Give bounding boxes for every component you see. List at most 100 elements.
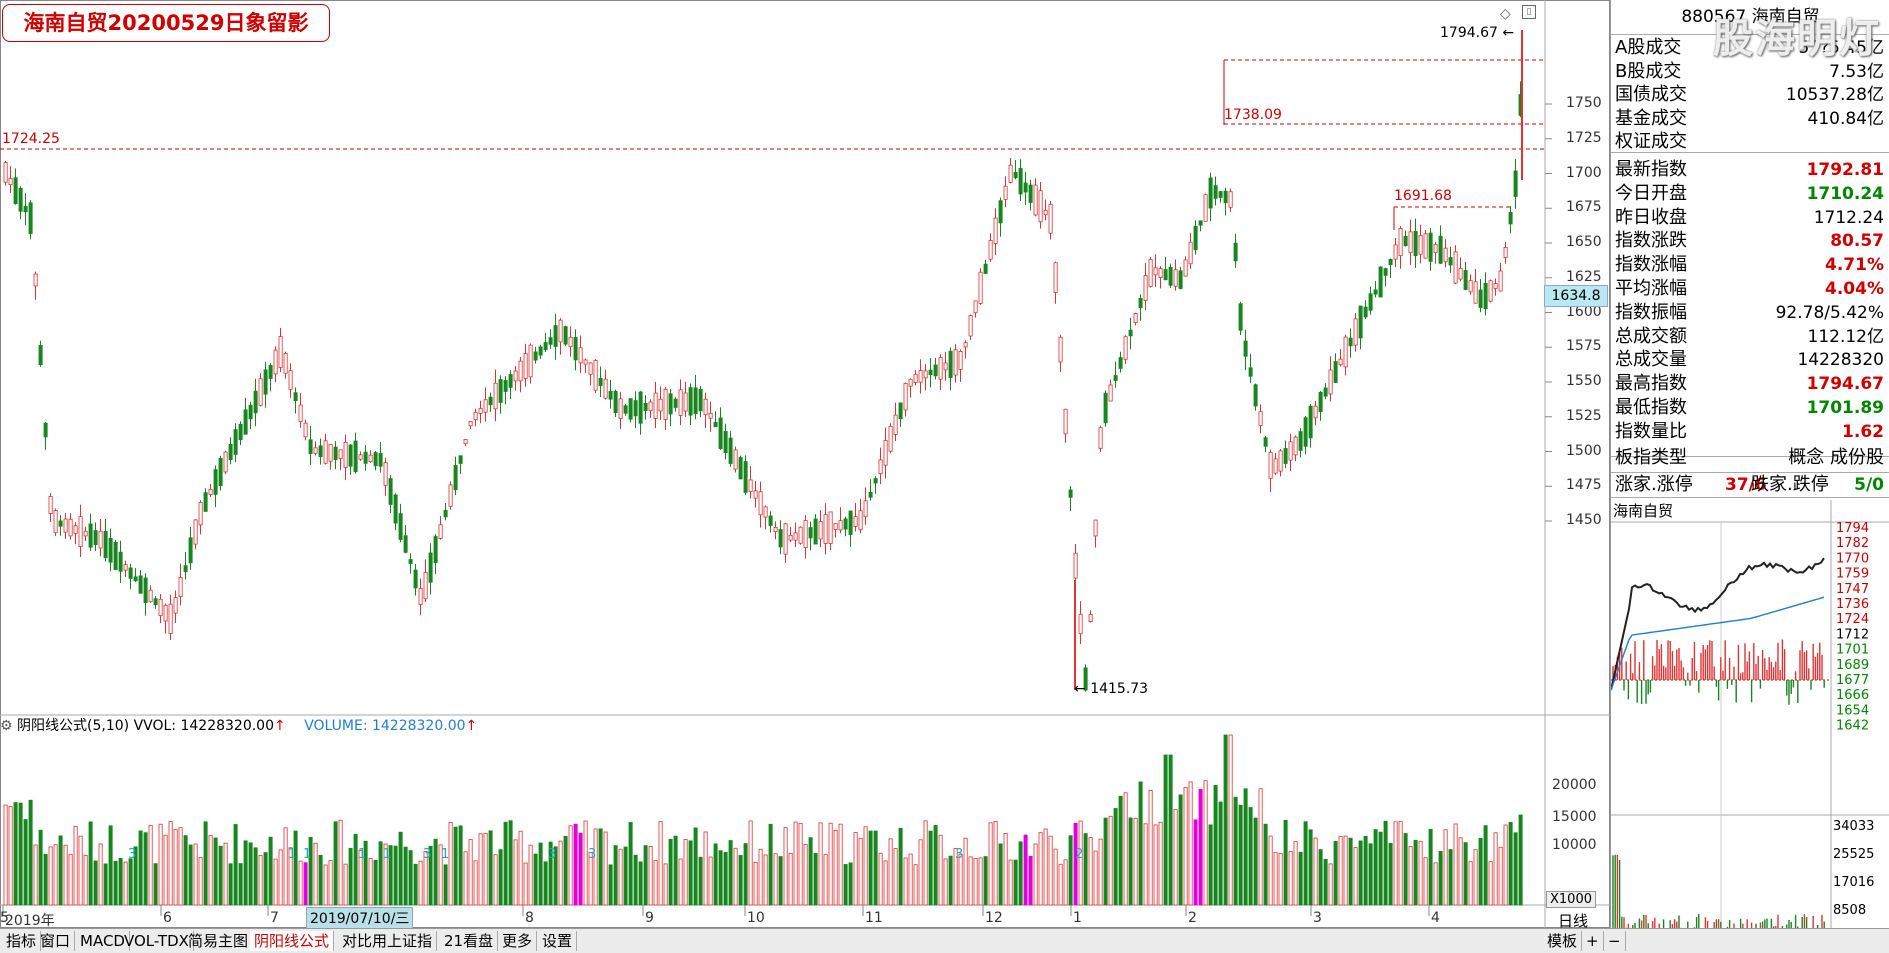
volume-indicator-header[interactable]: ⚙ 阴阳线公式(5,10) VVOL: 14228320.00↑ VOLUME:… [0, 716, 477, 736]
candle [43, 421, 48, 450]
volume-bar [943, 858, 948, 906]
candle [1308, 403, 1313, 448]
tab-1[interactable]: 窗口 [36, 931, 76, 951]
panel-row-label: B股成交 [1615, 60, 1682, 82]
candle [243, 397, 248, 435]
candle [508, 370, 513, 400]
volume-bar [373, 860, 378, 906]
candle [453, 456, 458, 496]
tab-6[interactable]: 对比用上证指 [338, 931, 438, 951]
candle [943, 352, 948, 381]
volume-bar [1198, 789, 1203, 906]
candle [1403, 230, 1408, 247]
right-tab-0[interactable]: 模板 [1543, 931, 1583, 951]
candle [878, 447, 883, 485]
candle [263, 361, 268, 408]
volume-bar [1383, 820, 1388, 906]
candle [318, 438, 323, 465]
candle [628, 398, 633, 423]
volume-bar [828, 822, 833, 906]
volume-bar [113, 860, 118, 906]
right-tab-2[interactable]: − [1604, 931, 1626, 951]
recent-high-label: 1691.68 [1394, 188, 1452, 204]
tab-4[interactable]: 简易主图 [184, 931, 254, 951]
candle [518, 357, 523, 393]
candle [473, 408, 478, 427]
volume-bar [388, 845, 393, 906]
date-tick-label: 3 [1313, 910, 1322, 926]
tab-3[interactable]: VOL-TDX [120, 931, 194, 951]
volume-bar [1318, 849, 1323, 906]
intraday-mini-chart[interactable]: 1794178217701759174717361724171217011689… [1611, 500, 1889, 940]
candle [88, 513, 93, 551]
volume-bar [28, 799, 33, 906]
tab-0[interactable]: 指标 [2, 931, 42, 951]
candle [993, 208, 998, 256]
window-icon[interactable]: ▯ [1522, 5, 1536, 19]
volume-bar [1043, 828, 1048, 906]
tab-8[interactable]: 更多 [498, 931, 538, 951]
tab-7[interactable]: 21看盘 [440, 931, 499, 951]
diamond-icon[interactable]: ◇ [1500, 6, 1511, 22]
candle [1198, 220, 1203, 232]
candle [818, 510, 823, 547]
panel-row-label: 平均涨幅 [1615, 278, 1687, 299]
panel-row-label: 昨日收盘 [1615, 206, 1687, 228]
volume-bar [1113, 808, 1118, 906]
volume-bar [1283, 819, 1288, 906]
volume-bar [233, 824, 238, 906]
volume-bar [1423, 857, 1428, 906]
date-tick-label: 7 [270, 910, 279, 926]
tab-2[interactable]: MACD [76, 931, 130, 951]
candle [958, 349, 963, 382]
candle [438, 515, 443, 540]
price-tick-label: 1750 [1566, 95, 1602, 111]
settings-icon[interactable]: ⚙ [0, 718, 18, 734]
candle [588, 362, 593, 386]
volume-bar [1353, 847, 1358, 906]
candle [683, 381, 688, 417]
volume-bar [108, 825, 113, 906]
candle [1003, 176, 1008, 208]
candle [668, 388, 673, 427]
mini-price-label: 1759 [1836, 567, 1869, 582]
volume-marker: 3 [128, 847, 136, 862]
panel-row-value: 1712.24 [1813, 207, 1884, 228]
volume-bar [618, 848, 623, 906]
volume-marker: 1 [441, 847, 449, 862]
panel-row-value: 80.57 [1830, 231, 1884, 252]
candle [1373, 281, 1378, 298]
volume-bar [1133, 817, 1138, 906]
volume-bar [1058, 863, 1063, 906]
tab-5[interactable]: 阴阳线公式 [250, 931, 335, 951]
volume-bar [1203, 780, 1208, 906]
indicator-name[interactable]: 阴阳线公式(5,10) [17, 718, 130, 734]
panel-row: B股成交 7.53亿 [1611, 60, 1889, 84]
volume-bar [138, 830, 143, 906]
candle [1288, 433, 1293, 471]
panel-row-value: 1794.67 [1806, 374, 1884, 395]
price-tick-label: 1525 [1566, 407, 1602, 424]
volume-bar [1403, 833, 1408, 906]
candle [1118, 351, 1123, 373]
index-code: 880567 [1681, 7, 1747, 27]
candle [673, 397, 678, 412]
candle [1073, 543, 1078, 587]
volume-bar [358, 849, 363, 906]
candle [1033, 178, 1038, 217]
volume-bar [348, 847, 353, 906]
volume-bar [1428, 828, 1433, 906]
up-arrow-icon: ↑ [465, 718, 478, 734]
candle [633, 391, 638, 429]
right-tab-1[interactable]: + [1582, 931, 1604, 951]
tab-9[interactable]: 设置 [538, 931, 578, 951]
candle [103, 518, 108, 562]
volume-bar [863, 826, 868, 906]
period-label[interactable]: 日线 [1558, 912, 1589, 930]
candle [898, 402, 903, 427]
candle [1238, 301, 1243, 336]
volume-bar [458, 825, 463, 906]
volume-bar [928, 830, 933, 906]
volume-bar [318, 854, 323, 906]
